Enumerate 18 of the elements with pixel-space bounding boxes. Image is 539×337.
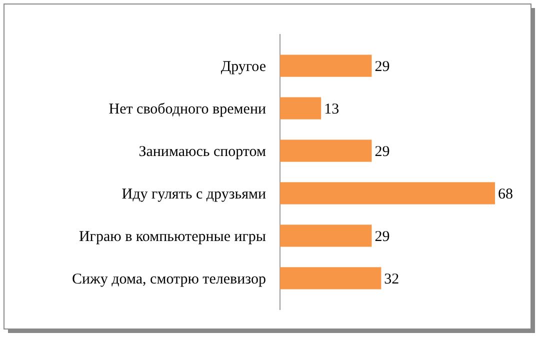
bar xyxy=(280,224,372,247)
data-label: 13 xyxy=(324,102,340,118)
bar xyxy=(280,267,382,290)
bar xyxy=(280,54,372,77)
y-tick-label: Нет свободного времени xyxy=(108,102,266,118)
y-tick-label: Другое xyxy=(220,59,266,76)
bar xyxy=(280,140,372,162)
bar xyxy=(280,182,495,204)
data-label: 29 xyxy=(374,144,390,160)
data-label: 29 xyxy=(374,228,390,245)
data-label: 29 xyxy=(374,59,390,76)
y-tick-label: Сижу дома, смотрю телевизор xyxy=(72,271,266,288)
bar xyxy=(280,97,322,120)
y-tick-label: Занимаюсь спортом xyxy=(138,144,267,160)
data-label: 32 xyxy=(384,271,400,288)
y-tick-label: Иду гулять с друзьями xyxy=(122,186,266,202)
data-label: 68 xyxy=(498,186,513,202)
y-tick-label: Играю в компьютерные игры xyxy=(78,228,266,245)
